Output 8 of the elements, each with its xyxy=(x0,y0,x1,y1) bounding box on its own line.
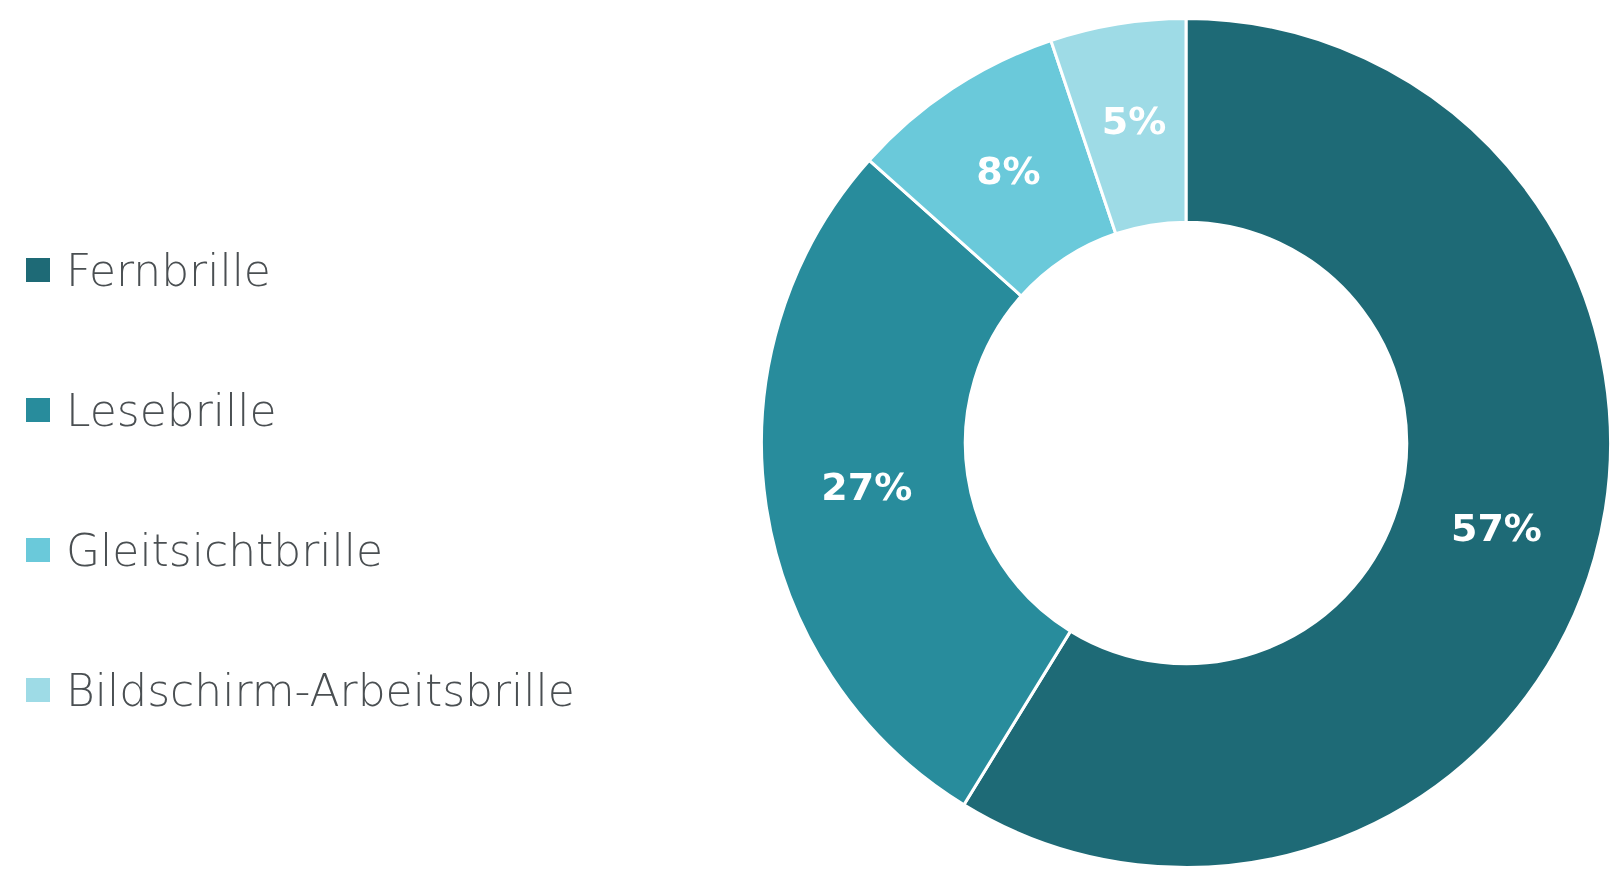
legend-label: Gleitsichtbrille xyxy=(66,524,384,576)
data-label: 5% xyxy=(1101,99,1167,144)
legend-label: Bildschirm-Arbeitsbrille xyxy=(66,664,575,716)
legend-label: Lesebrille xyxy=(66,384,277,436)
data-label: 27% xyxy=(821,464,913,509)
data-label: 57% xyxy=(1450,505,1542,550)
data-label: 8% xyxy=(976,148,1041,193)
legend-label: Fernbrille xyxy=(66,244,271,296)
